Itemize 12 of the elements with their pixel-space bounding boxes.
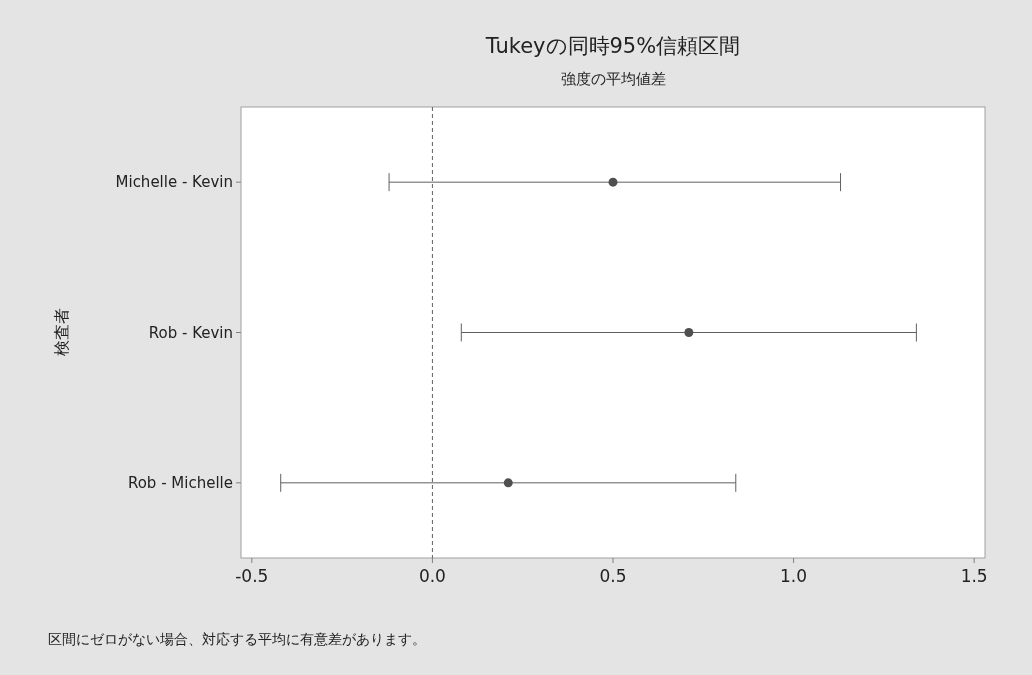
y-tick-label: Rob - Kevin	[148, 323, 233, 342]
x-tick-label: 1.0	[780, 566, 808, 586]
text: 区間にゼロがない場合、対応する平均に有意差があります。	[48, 631, 426, 647]
x-tick-label: -0.5	[235, 566, 269, 586]
y-tick-label: Rob - Michelle	[127, 473, 233, 492]
x-tick-label: 0.0	[418, 566, 446, 586]
y-axis-title: 検査者	[52, 308, 71, 356]
chart-subtitle: 強度の平均値差	[560, 70, 666, 88]
chart-title: Tukeyの同時95%信頼区間	[484, 34, 741, 58]
x-tick-label: 1.5	[960, 566, 988, 586]
y-tick-label: Michelle - Kevin	[115, 173, 233, 192]
x-tick-label: 0.5	[599, 566, 627, 586]
